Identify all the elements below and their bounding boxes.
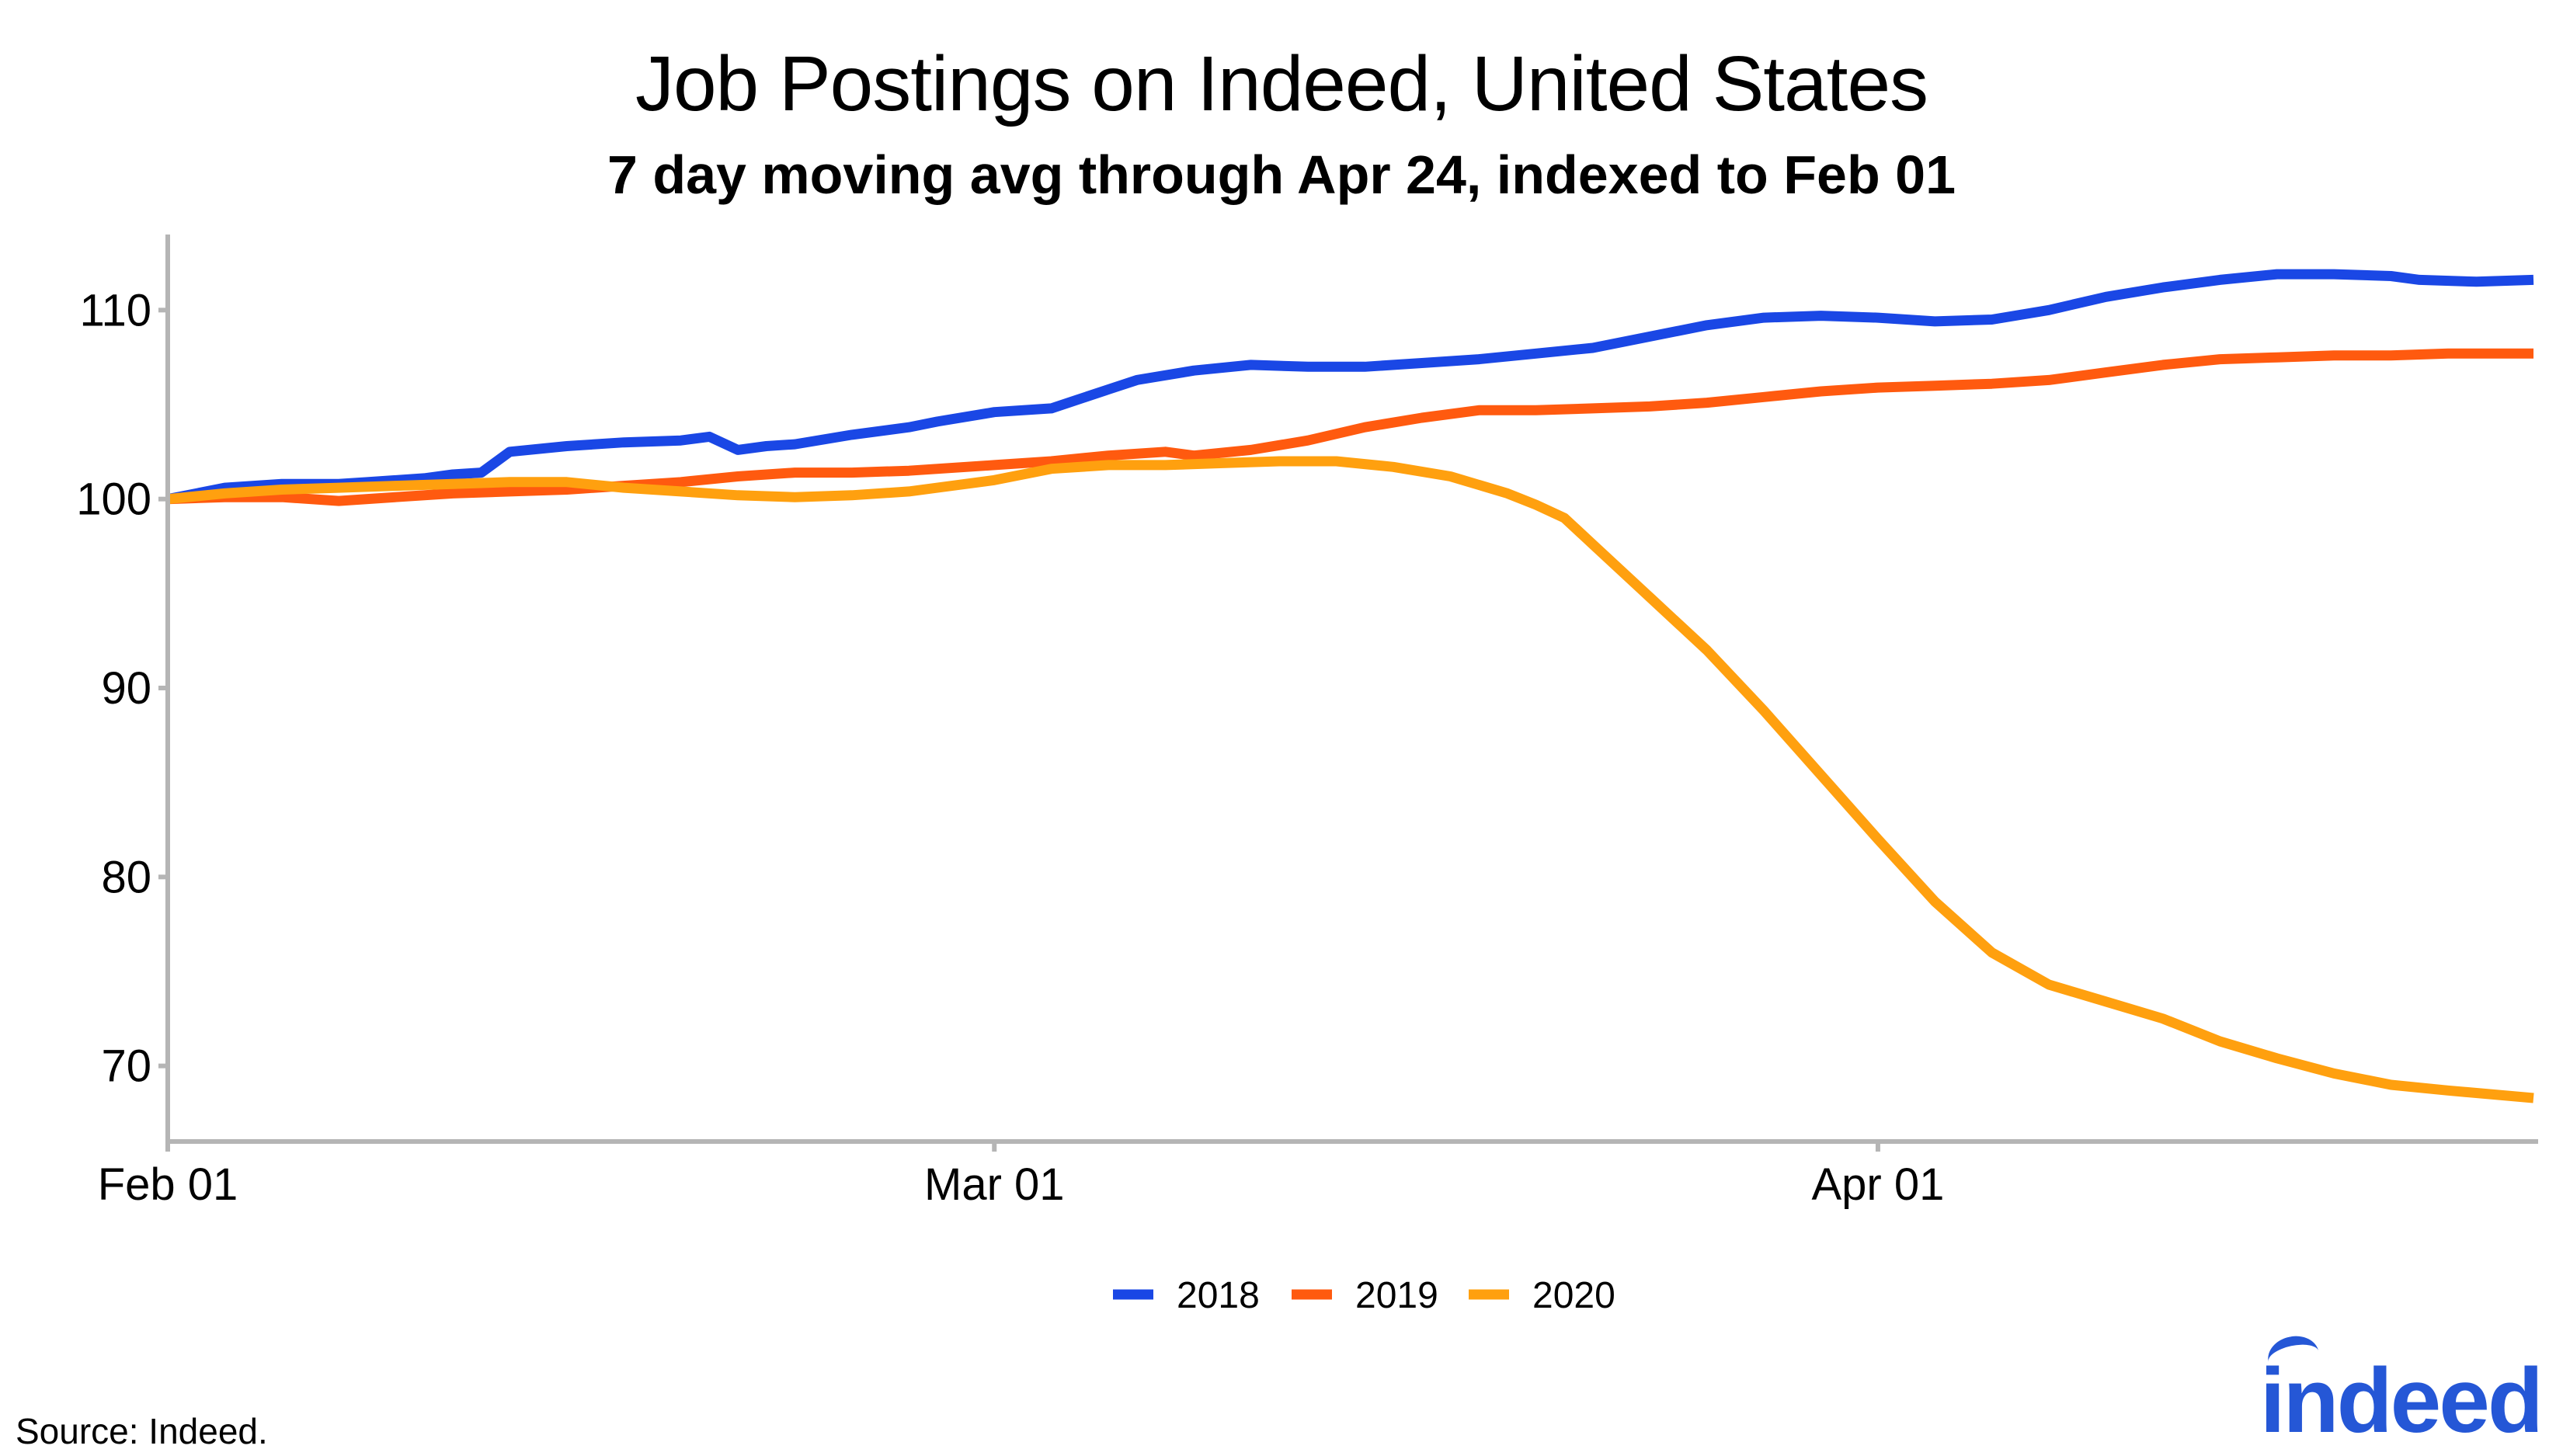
y-axis-ticks: 70 80 90 100 110: [76, 285, 168, 1092]
indeed-logo: indeed: [2260, 1331, 2544, 1447]
y-tick-label: 80: [101, 852, 151, 902]
series-line-2019: [167, 348, 2533, 506]
y-tick-label: 110: [80, 285, 151, 335]
chart-subtitle: 7 day moving avg through Apr 24, indexed…: [607, 144, 1956, 205]
plot-lines: [166, 269, 2534, 1103]
x-tick-label: Feb 01: [98, 1159, 238, 1210]
x-axis-ticks: Feb 01 Mar 01 Apr 01: [98, 1142, 1944, 1210]
source-note: Source: Indeed.: [16, 1411, 268, 1451]
series-line-2020: [167, 456, 2534, 1103]
legend-label-2018: 2018: [1177, 1275, 1260, 1316]
chart-title: Job Postings on Indeed, United States: [635, 40, 1928, 127]
y-tick-label: 90: [101, 663, 151, 714]
legend-label-2019: 2019: [1355, 1275, 1438, 1316]
x-tick-label: Apr 01: [1811, 1159, 1944, 1210]
x-tick-label: Mar 01: [924, 1159, 1065, 1210]
legend-label-2020: 2020: [1532, 1275, 1615, 1316]
series-line-2018: [166, 269, 2534, 505]
logo-wordmark: indeed: [2259, 1350, 2544, 1452]
y-tick-label: 70: [101, 1041, 151, 1092]
legend: 2018 2019 2020: [1113, 1275, 1615, 1316]
y-tick-label: 100: [76, 474, 151, 525]
